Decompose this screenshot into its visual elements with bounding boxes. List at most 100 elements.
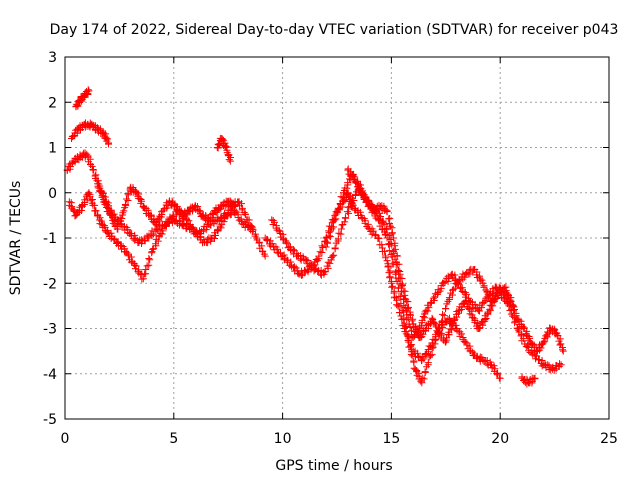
trace-marker [152, 242, 160, 250]
trace-marker [418, 319, 426, 327]
trace-marker [371, 231, 379, 239]
trace-marker [159, 227, 167, 235]
trace-marker [449, 320, 457, 328]
trace-marker [343, 184, 351, 192]
trace-marker [408, 352, 416, 360]
trace-marker [334, 204, 342, 212]
trace-marker [337, 200, 345, 208]
trace-marker [403, 332, 411, 340]
x-tick-label: 10 [274, 431, 292, 447]
trace-marker [387, 222, 395, 230]
trace-marker [258, 242, 266, 250]
data-point [461, 297, 469, 305]
trace-marker [409, 315, 417, 323]
trace-marker [279, 230, 287, 238]
trace-marker [430, 296, 438, 304]
x-tick-label: 25 [600, 431, 618, 447]
trace-marker [478, 304, 486, 312]
trace-marker [185, 217, 193, 225]
trace-marker [145, 255, 153, 263]
trace-marker [149, 230, 157, 238]
trace-marker [361, 217, 369, 225]
trace-marker [558, 346, 566, 354]
data-point [381, 220, 389, 228]
trace-marker [119, 211, 127, 219]
trace-marker [324, 264, 332, 272]
trace-marker [388, 229, 396, 237]
x-tick-label: 0 [61, 431, 70, 447]
trace-marker [378, 241, 386, 249]
trace-marker [473, 268, 481, 276]
trace-marker [238, 220, 246, 228]
trace-marker [195, 207, 203, 215]
trace-marker [196, 207, 204, 215]
trace-marker [358, 189, 366, 197]
data-point [261, 252, 269, 260]
trace-marker [342, 214, 350, 222]
data-point [226, 157, 234, 165]
trace-marker [149, 245, 157, 253]
trace-marker [352, 191, 360, 199]
data-point [557, 361, 565, 369]
trace-marker [284, 256, 292, 264]
trace-marker [234, 211, 242, 219]
trace-marker [304, 257, 312, 265]
y-axis-title: SDTVAR / TECUs [8, 181, 24, 296]
trace-marker [287, 258, 295, 266]
trace-marker [238, 204, 246, 212]
trace-marker [158, 230, 166, 238]
trace-marker [375, 234, 383, 242]
trace-marker [395, 267, 403, 275]
trace-marker [132, 262, 140, 270]
trace-marker [394, 284, 402, 292]
trace-marker [143, 262, 151, 270]
trace-marker [138, 197, 146, 205]
trace-marker [343, 208, 351, 216]
trace-marker [464, 304, 472, 312]
trace-marker [398, 280, 406, 288]
trace-marker [524, 342, 532, 350]
trace-marker [92, 207, 100, 215]
data-point [113, 239, 121, 247]
data-point [383, 234, 391, 242]
trace-marker [121, 200, 129, 208]
x-tick-label: 5 [169, 431, 178, 447]
trace-marker [463, 339, 471, 347]
trace-marker [438, 318, 446, 326]
trace-marker [388, 283, 396, 291]
trace-marker [425, 304, 433, 312]
trace-marker [318, 242, 326, 250]
trace-marker [405, 303, 413, 311]
trace-marker [439, 310, 447, 318]
trace-marker [68, 203, 76, 211]
trace-marker [391, 245, 399, 253]
gridlines [65, 57, 609, 419]
trace-marker [325, 232, 333, 240]
trace-marker [116, 220, 124, 228]
trace-marker [446, 325, 454, 333]
y-tick-label: 2 [48, 95, 57, 111]
trace-marker [441, 279, 449, 287]
trace-marker [480, 282, 488, 290]
trace-marker [459, 333, 467, 341]
trace-marker [463, 300, 471, 308]
trace-marker [406, 311, 414, 319]
trace-marker [428, 351, 436, 359]
trace-marker [154, 237, 162, 245]
data-point [398, 306, 406, 314]
trace-marker [440, 312, 448, 320]
trace-marker [86, 191, 94, 199]
trace-marker [404, 304, 412, 312]
trace-marker [400, 308, 408, 316]
trace-marker [102, 133, 110, 141]
trace-marker [103, 135, 111, 143]
trace-marker [345, 203, 353, 211]
trace-marker [407, 350, 415, 358]
trace-marker [410, 357, 418, 365]
data-point [440, 279, 448, 287]
trace-marker [425, 348, 433, 356]
trace-marker [438, 317, 446, 325]
trace-marker [401, 291, 409, 299]
data-point [531, 374, 539, 382]
data-point [390, 234, 398, 242]
